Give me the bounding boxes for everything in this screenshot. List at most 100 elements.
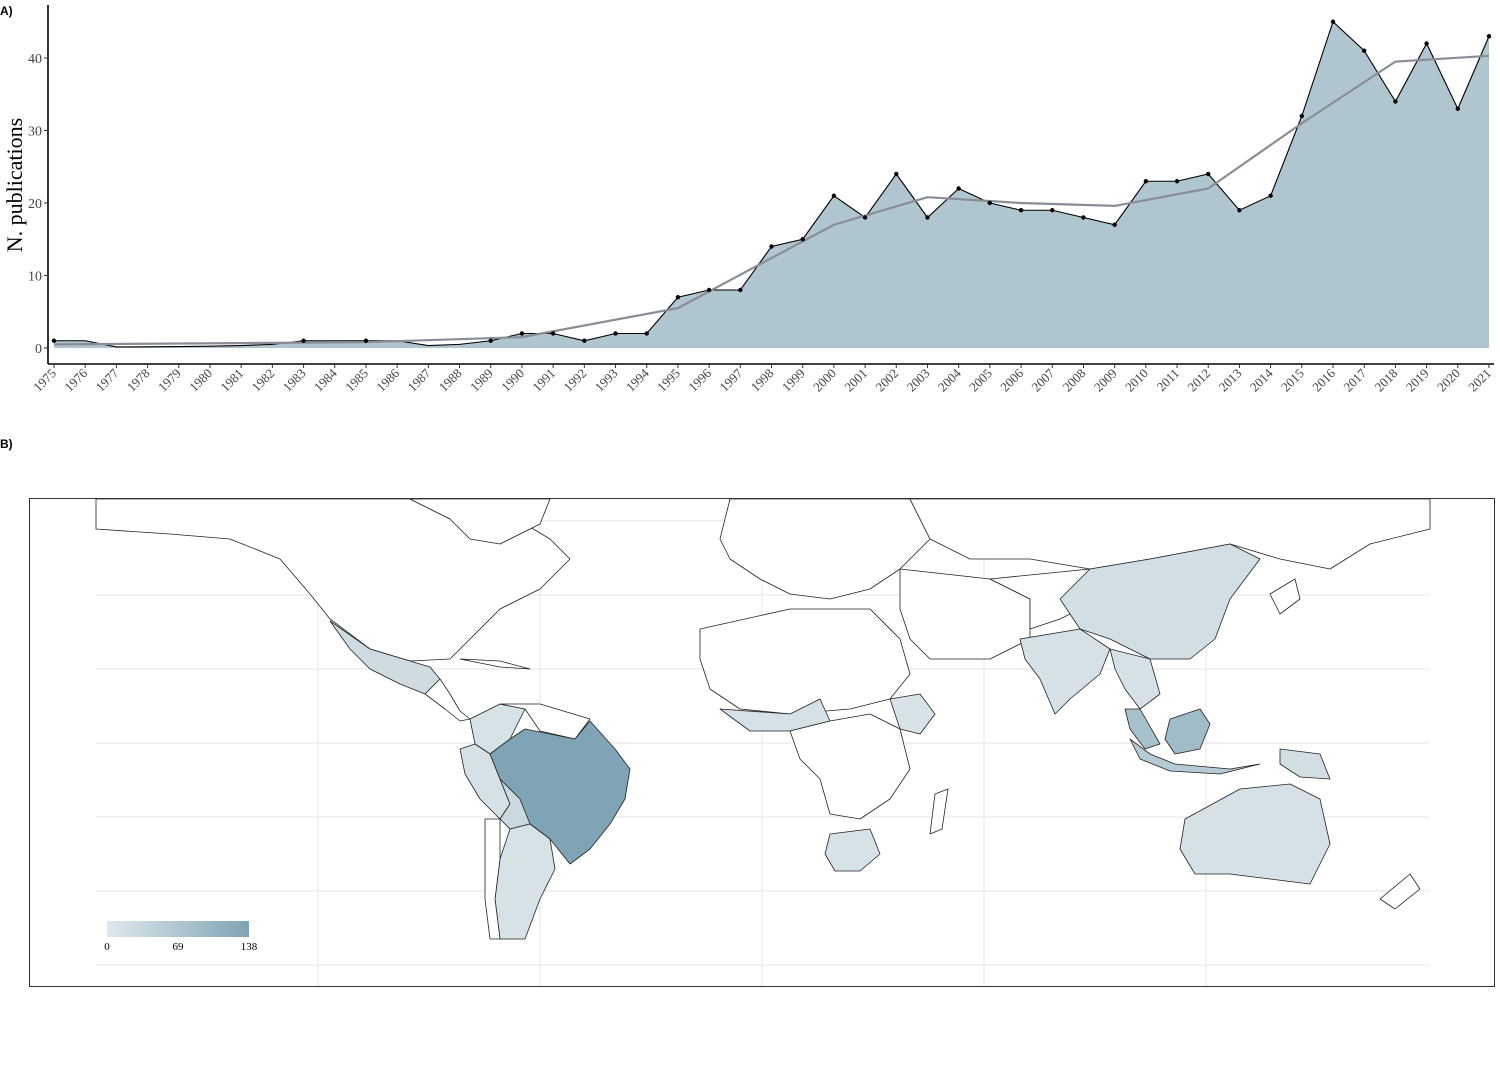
data-point-1989: [488, 338, 493, 343]
data-point-1975: [51, 338, 57, 343]
x-tick-label-1983: 1983: [280, 366, 309, 395]
x-tick-label-1989: 1989: [467, 366, 496, 395]
x-tick-label-1981: 1981: [217, 366, 246, 395]
data-point-2014: [1268, 193, 1273, 198]
country-china: [1059, 543, 1261, 660]
legend-colorbar: [107, 921, 249, 937]
country-indonesia: [1129, 738, 1261, 775]
y-tick-label-10: 10: [28, 270, 42, 285]
x-tick-label-1992: 1992: [560, 366, 589, 395]
x-tick-label-2018: 2018: [1372, 366, 1401, 395]
panel-b-label: B): [0, 437, 13, 451]
country-madagascar: [929, 788, 949, 835]
x-tick-label-2008: 2008: [1060, 366, 1089, 395]
x-tick-label-1984: 1984: [311, 365, 340, 394]
x-tick-label-2014: 2014: [1247, 365, 1276, 394]
x-tick-label-2004: 2004: [935, 365, 964, 394]
data-point-2015: [1299, 113, 1305, 119]
country-central-america: [424, 678, 471, 722]
y-tick-label-40: 40: [28, 52, 42, 67]
x-tick-label-2001: 2001: [841, 366, 870, 395]
x-tick-label-1988: 1988: [436, 366, 465, 395]
x-tick-label-1980: 1980: [186, 366, 215, 395]
country-india: [1019, 628, 1111, 715]
data-point-2005: [987, 200, 993, 206]
data-point-2006: [1018, 208, 1024, 213]
x-tick-label-1985: 1985: [342, 366, 371, 395]
data-point-2002: [894, 171, 899, 177]
x-tick-label-2007: 2007: [1028, 365, 1057, 394]
data-point-2013: [1237, 208, 1242, 213]
country-central-africa: [789, 713, 911, 820]
x-tick-label-2011: 2011: [1154, 366, 1183, 395]
x-tick-label-1986: 1986: [373, 365, 402, 394]
data-point-2004: [956, 186, 961, 191]
data-point-1992: [582, 338, 587, 343]
country-south-africa: [824, 828, 881, 872]
data-point-1994: [644, 331, 649, 336]
x-tick-label-1976: 1976: [61, 365, 90, 394]
x-tick-label-1975: 1975: [30, 366, 59, 395]
x-tick-label-1994: 1994: [623, 365, 652, 394]
country-ethiopia: [889, 693, 936, 735]
country-europe: [719, 499, 931, 600]
x-tick-label-1990: 1990: [498, 366, 527, 395]
data-point-2011: [1174, 179, 1180, 184]
country-argentina: [494, 823, 556, 940]
y-tick-label-30: 30: [28, 125, 42, 140]
world-map-panel: 0 69 138: [29, 498, 1495, 987]
x-tick-label-2010: 2010: [1122, 366, 1151, 395]
x-tick-label-2002: 2002: [872, 366, 901, 395]
data-point-2001: [862, 215, 868, 220]
country-chile: [484, 818, 501, 940]
country-borneo: [1164, 708, 1211, 755]
x-tick-label-1995: 1995: [654, 366, 683, 395]
data-point-2010: [1143, 179, 1149, 184]
x-tick-label-1999: 1999: [779, 366, 808, 395]
x-tick-label-2000: 2000: [810, 366, 839, 395]
data-point-2021: [1486, 34, 1492, 39]
trend-line: [53, 54, 1490, 346]
data-point-2020: [1455, 106, 1461, 111]
y-tick-label-0: 0: [35, 342, 42, 357]
data-point-1995: [675, 295, 681, 300]
data-point-1990: [519, 331, 525, 336]
data-point-2009: [1112, 222, 1117, 227]
data-point-1991: [550, 331, 556, 336]
x-tick-label-2009: 2009: [1091, 366, 1120, 395]
data-point-1996: [706, 287, 712, 293]
data-point-2008: [1081, 215, 1086, 220]
country-new-zealand: [1379, 873, 1421, 910]
x-tick-label-1993: 1993: [592, 366, 621, 395]
x-tick-label-1979: 1979: [155, 366, 184, 395]
data-point-2012: [1206, 171, 1211, 177]
map-countries: [95, 499, 1431, 940]
data-point-2018: [1393, 99, 1398, 104]
x-tick-label-1977: 1977: [93, 365, 122, 394]
country-malaysia: [1124, 708, 1161, 750]
x-tick-label-2003: 2003: [904, 366, 933, 395]
x-tick-label-2006: 2006: [997, 365, 1026, 394]
x-tick-label-2019: 2019: [1403, 366, 1432, 395]
x-tick-label-2016: 2016: [1309, 365, 1338, 394]
panel-a-label: A): [0, 4, 13, 18]
legend-mid-label: 69: [172, 941, 184, 953]
x-tick-label-2017: 2017: [1340, 365, 1369, 394]
data-point-1999: [800, 237, 805, 242]
world-choropleth-map: [95, 499, 1431, 986]
country-greenland: [409, 499, 551, 545]
y-tick-label-20: 20: [28, 197, 42, 212]
x-tick-label-2020: 2020: [1434, 366, 1463, 395]
data-point-1997: [738, 287, 743, 293]
country-caribbean: [459, 658, 531, 670]
data-point-2007: [1050, 208, 1055, 213]
area-fill: [54, 21, 1489, 348]
x-tick-label-1996: 1996: [685, 365, 714, 394]
data-point-2016: [1330, 19, 1336, 24]
country-papua-new-guinea: [1279, 748, 1331, 780]
x-tick-label-2021: 2021: [1465, 366, 1494, 395]
x-tick-label-1998: 1998: [748, 366, 777, 395]
data-point-1998: [769, 244, 774, 249]
